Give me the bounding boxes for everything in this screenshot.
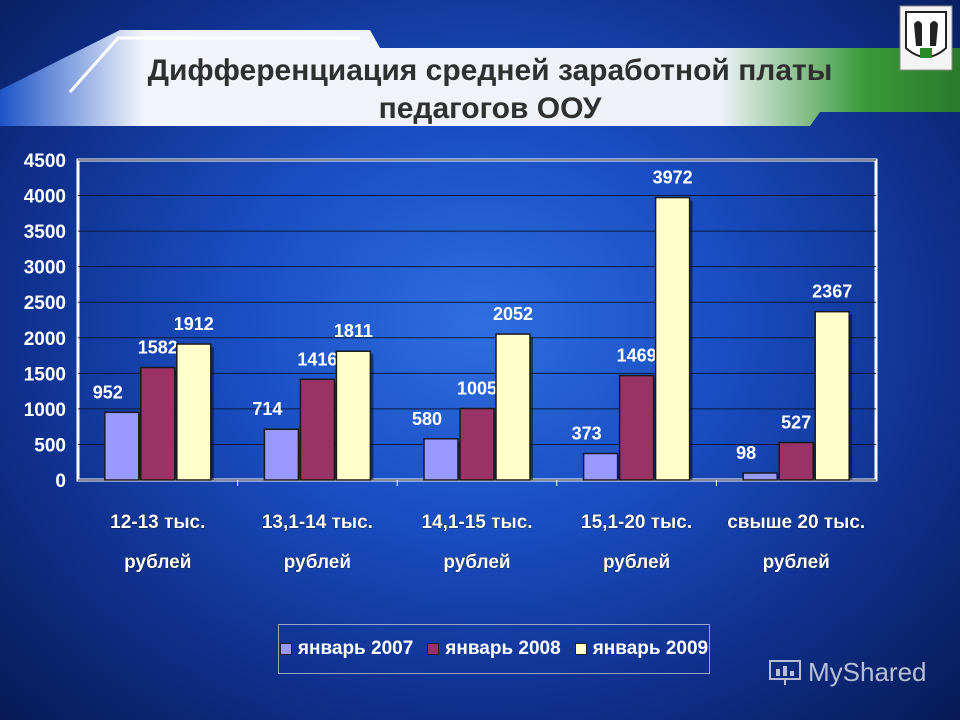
- data-label: 2367: [812, 282, 852, 302]
- data-label: 714: [252, 399, 282, 419]
- header-decoration: [0, 30, 960, 126]
- x-tick-label: 12-13 тыс.: [110, 512, 205, 533]
- bar: [618, 374, 655, 481]
- legend-label-2008: январь 2008: [445, 638, 561, 659]
- bar: [335, 350, 372, 481]
- legend-swatch-2007: [279, 643, 292, 655]
- y-tick-label: 1000: [24, 400, 66, 421]
- data-label: 1582: [138, 338, 178, 358]
- y-tick-label: 500: [34, 435, 66, 456]
- data-label: 580: [412, 409, 442, 429]
- y-tick-label: 0: [55, 471, 66, 492]
- bar: [582, 452, 619, 481]
- bar: [423, 438, 459, 481]
- bar: [299, 378, 336, 481]
- coat-of-arms-emblem: [898, 4, 954, 72]
- bar: [459, 407, 495, 481]
- watermark: MyShared: [768, 652, 948, 692]
- legend-item-2007: январь 2007: [279, 638, 414, 660]
- x-tick-label: рублей: [124, 552, 191, 573]
- bar: [263, 428, 300, 481]
- legend-item-2008: январь 2008: [427, 638, 561, 660]
- y-tick-label: 3500: [24, 222, 66, 243]
- y-tick-label: 2000: [24, 329, 66, 350]
- bar: [104, 411, 140, 481]
- bar: [176, 343, 212, 481]
- data-label: 952: [93, 382, 123, 402]
- bar: [778, 441, 814, 481]
- data-label: 1912: [174, 314, 214, 334]
- x-tick-label: рублей: [443, 552, 510, 573]
- bar: [742, 472, 778, 481]
- data-label: 2052: [493, 304, 533, 324]
- bar: [814, 310, 850, 481]
- x-tick-label: рублей: [763, 552, 830, 573]
- data-label: 1416: [297, 349, 337, 369]
- bar: [654, 196, 691, 481]
- legend-item-2009: январь 2009: [574, 638, 709, 660]
- legend-label-2007: январь 2007: [297, 638, 414, 659]
- legend-label-2009: январь 2009: [592, 638, 709, 659]
- y-tick-label: 3000: [24, 258, 66, 279]
- x-tick-label: рублей: [284, 552, 351, 573]
- x-tick-label: свыше 20 тыс.: [727, 512, 865, 533]
- y-tick-label: 4000: [24, 187, 66, 208]
- title-line-2: педагогов ООУ: [378, 92, 602, 125]
- y-tick-label: 2500: [24, 293, 66, 314]
- data-label: 1811: [334, 321, 373, 341]
- y-tick-label: 1500: [24, 364, 66, 385]
- chart-area: 0 500 1000 1500 2000 2500 3000 3500 4000 4500 952 1…: [0, 140, 960, 720]
- x-tick-label: 13,1-14 тыс.: [262, 512, 373, 533]
- x-tick-label: рублей: [603, 552, 670, 573]
- legend-swatch-2008: [427, 643, 440, 655]
- bar: [140, 366, 176, 481]
- data-label: 98: [736, 443, 756, 463]
- title-line-1: Дифференциация средней заработной платы: [147, 54, 833, 87]
- data-label: 1469: [617, 346, 657, 366]
- data-label: 527: [781, 413, 811, 433]
- chart-legend: январь 2007 январь 2008 январь 2009: [278, 624, 710, 674]
- data-label: 373: [572, 423, 602, 443]
- watermark-text: MyShared: [808, 656, 927, 687]
- x-tick-label: 15,1-20 тыс.: [581, 512, 692, 533]
- data-label: 3972: [653, 168, 693, 188]
- bar-chart: 0 500 1000 1500 2000 2500 3000 3500 4000 4500 952 1…: [24, 151, 878, 573]
- y-tick-label: 4500: [24, 151, 66, 172]
- bar: [495, 333, 531, 481]
- slide-title: Дифференциация средней заработной платы …: [90, 52, 890, 128]
- presentation-icon: [769, 660, 801, 685]
- x-tick-label: 14,1-15 тыс.: [421, 512, 532, 533]
- legend-swatch-2009: [574, 643, 587, 655]
- header-band: [0, 0, 960, 140]
- data-label: 1005: [457, 379, 497, 399]
